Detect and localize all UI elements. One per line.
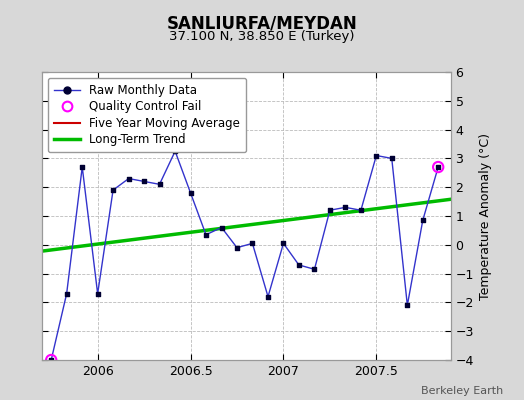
Point <box>388 155 396 162</box>
Point <box>264 294 272 300</box>
Text: SANLIURFA/MEYDAN: SANLIURFA/MEYDAN <box>167 14 357 32</box>
Point <box>217 224 226 231</box>
Point <box>357 207 365 214</box>
Point <box>326 207 334 214</box>
Text: Berkeley Earth: Berkeley Earth <box>421 386 503 396</box>
Y-axis label: Temperature Anomaly (°C): Temperature Anomaly (°C) <box>479 132 493 300</box>
Point <box>233 244 241 251</box>
Point <box>125 175 133 182</box>
Point <box>279 240 288 246</box>
Point <box>419 217 427 224</box>
Point <box>140 178 148 185</box>
Point <box>155 181 163 188</box>
Point <box>310 266 319 272</box>
Point <box>434 164 442 170</box>
Point <box>372 152 380 159</box>
Point <box>187 190 195 196</box>
Point <box>434 164 442 170</box>
Point <box>62 290 71 297</box>
Point <box>202 232 210 238</box>
Point <box>109 187 117 193</box>
Point <box>294 262 303 268</box>
Legend: Raw Monthly Data, Quality Control Fail, Five Year Moving Average, Long-Term Tren: Raw Monthly Data, Quality Control Fail, … <box>48 78 246 152</box>
Text: 37.100 N, 38.850 E (Turkey): 37.100 N, 38.850 E (Turkey) <box>169 30 355 43</box>
Point <box>47 357 56 363</box>
Point <box>341 204 350 210</box>
Point <box>403 302 411 308</box>
Point <box>93 290 102 297</box>
Point <box>248 240 257 246</box>
Point <box>171 148 179 154</box>
Point <box>47 357 56 363</box>
Point <box>78 164 86 170</box>
